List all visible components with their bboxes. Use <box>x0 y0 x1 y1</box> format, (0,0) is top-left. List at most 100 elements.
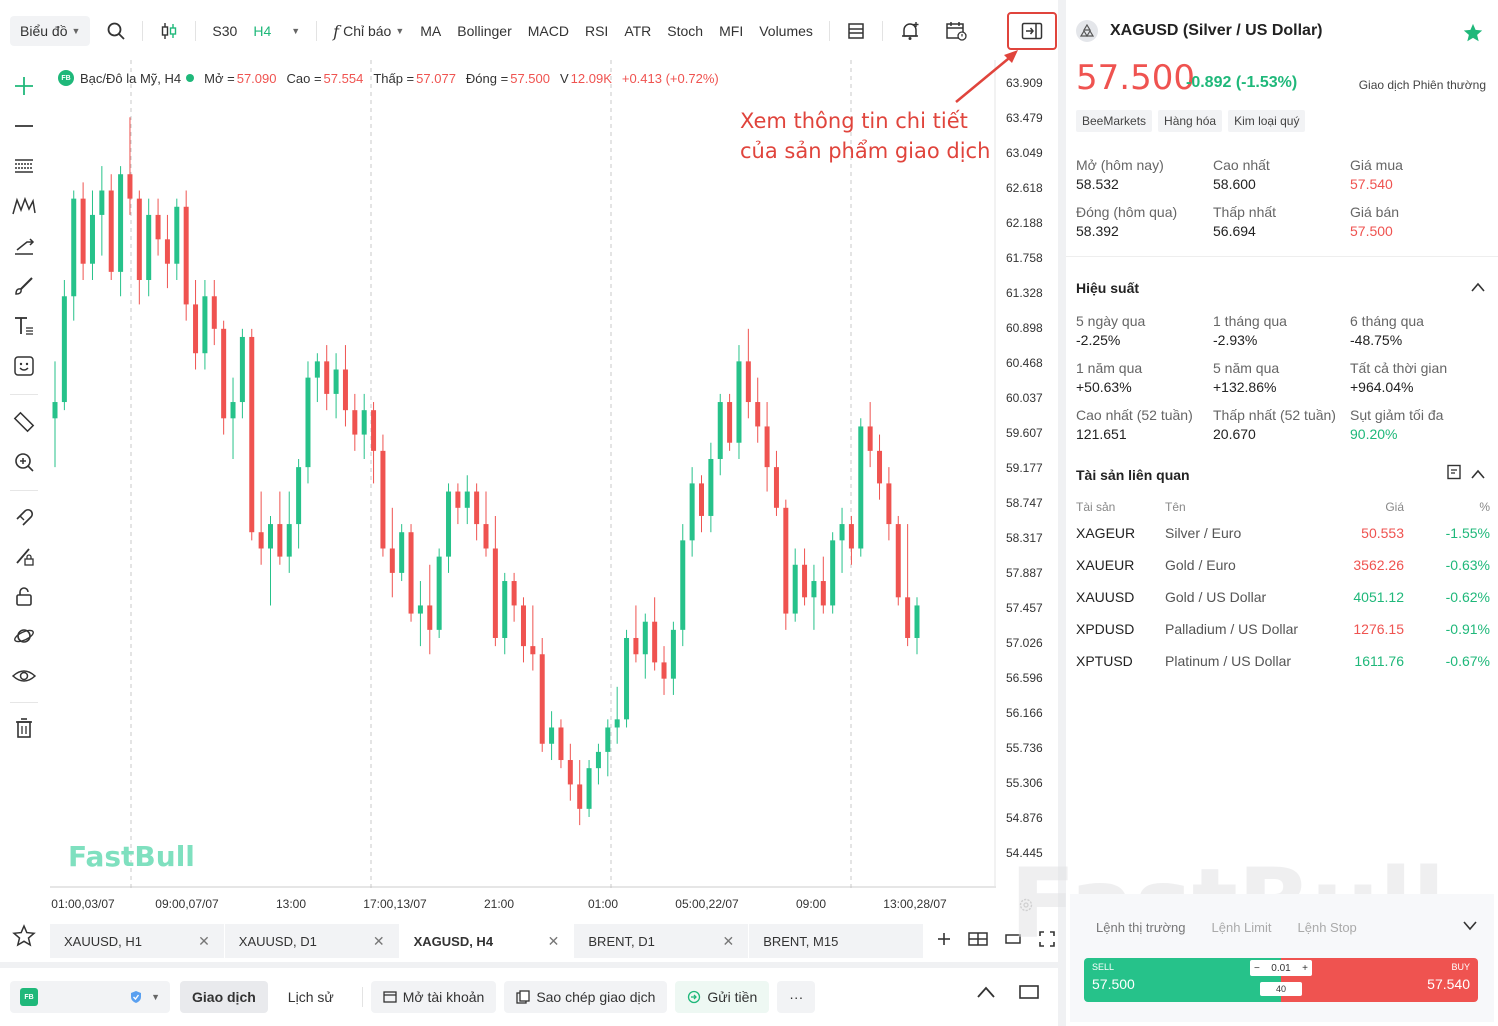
show-symbol-info-button[interactable] <box>1007 12 1057 50</box>
price-axis[interactable]: 63.909 63.479 63.049 62.618 62.188 61.758 61.3… <box>1000 60 1058 890</box>
related-name: Silver / Euro <box>1165 525 1242 541</box>
fullscreen-button[interactable] <box>1038 930 1056 953</box>
history-tab[interactable]: Lịch sử <box>287 989 334 1005</box>
chart-menu-button[interactable]: Biểu đồ ▼ <box>10 16 91 46</box>
candle <box>558 719 564 769</box>
price-tick-label: 58.747 <box>1006 496 1043 510</box>
favorites-button[interactable] <box>12 924 36 953</box>
single-layout-button[interactable] <box>1004 931 1022 952</box>
indicators-button[interactable]: f Chỉ báo ▼ <box>325 16 412 46</box>
open-account-button[interactable]: Mở tài khoản <box>370 981 497 1013</box>
indicator-ma-button[interactable]: MA <box>420 23 442 39</box>
indicator-atr-button[interactable]: ATR <box>624 23 652 39</box>
search-button[interactable] <box>98 16 134 46</box>
tag-category[interactable]: Hàng hóa <box>1158 110 1223 132</box>
alert-button[interactable] <box>891 16 929 46</box>
indicator-stoch-button[interactable]: Stoch <box>667 23 704 39</box>
collapse-button[interactable] <box>976 985 996 1002</box>
zoom-tool[interactable] <box>10 448 38 476</box>
indicator-bollinger-button[interactable]: Bollinger <box>457 23 512 39</box>
delete-tool[interactable] <box>10 714 38 742</box>
magnet-tool[interactable] <box>10 502 38 530</box>
related-asset-row[interactable]: XPDUSD Palladium / US Dollar 1276.15 -0.91% <box>1076 621 1490 653</box>
legend-open-label: Mở = <box>204 70 235 86</box>
related-asset-row[interactable]: XAUEUR Gold / Euro 3562.26 -0.63% <box>1076 557 1490 589</box>
calendar-button[interactable] <box>937 16 975 46</box>
indicator-mfi-button[interactable]: MFI <box>719 23 744 39</box>
order-tab-limit[interactable]: Lệnh Limit <box>1211 920 1272 935</box>
indicator-macd-button[interactable]: MACD <box>527 23 569 39</box>
account-selector[interactable]: FB ▼ <box>10 981 170 1013</box>
chart-tab[interactable]: BRENT, D1 ✕ <box>574 924 750 958</box>
related-detail-button[interactable] <box>1446 464 1462 485</box>
interval-s30-button[interactable]: S30 <box>212 23 238 39</box>
panel-toggle-button[interactable] <box>1018 984 1040 1003</box>
collapse-related-button[interactable] <box>1470 467 1486 485</box>
more-button[interactable]: ··· <box>777 981 816 1013</box>
related-assets-title: Tài sản liên quan <box>1076 467 1190 483</box>
interval-dropdown-button[interactable]: ▼ <box>279 16 308 46</box>
drawing-toolbar <box>0 66 48 766</box>
visibility-tool[interactable] <box>10 662 38 690</box>
sell-button[interactable]: SELL 57.500 <box>1084 958 1281 1002</box>
add-tab-button[interactable] <box>936 931 952 952</box>
close-icon[interactable]: ✕ <box>722 932 735 949</box>
candle <box>446 483 452 573</box>
candle <box>221 320 227 435</box>
favorite-button[interactable] <box>1462 22 1484 49</box>
deposit-button[interactable]: Gửi tiền <box>675 981 770 1013</box>
trade-tab[interactable]: Giao dịch <box>180 981 268 1013</box>
close-icon[interactable]: ✕ <box>198 932 210 949</box>
candle-body <box>877 450 883 484</box>
related-asset-row[interactable]: XPTUSD Platinum / US Dollar 1611.76 -0.67% <box>1076 653 1490 685</box>
order-panel-toggle[interactable] <box>1462 918 1478 936</box>
projection-tool[interactable] <box>10 232 38 260</box>
close-icon[interactable]: ✕ <box>372 932 385 949</box>
candle <box>642 613 648 679</box>
layout-button[interactable] <box>838 16 874 46</box>
buy-button[interactable]: BUY 57.540 <box>1281 958 1478 1002</box>
chart-type-button[interactable] <box>151 16 187 46</box>
text-tool[interactable] <box>10 312 38 340</box>
line-tool[interactable] <box>10 112 38 140</box>
candle <box>539 637 545 752</box>
fib-tool[interactable] <box>10 152 38 180</box>
legend-high-label: Cao = <box>286 70 322 86</box>
collapse-performance-button[interactable] <box>1470 280 1486 298</box>
emoji-tool[interactable] <box>10 352 38 380</box>
drawing-lock-tool[interactable] <box>10 542 38 570</box>
copy-trade-button[interactable]: Sao chép giao dịch <box>504 981 668 1013</box>
related-asset-row[interactable]: XAUUSD Gold / US Dollar 4051.12 -0.62% <box>1076 589 1490 621</box>
candlestick-chart[interactable] <box>50 60 996 888</box>
chart-settings-button[interactable] <box>1018 897 1034 918</box>
interval-h4-button[interactable]: H4 <box>253 23 272 39</box>
quantity-stepper[interactable]: − 0.01 + <box>1250 960 1312 976</box>
price-tick-label: 54.876 <box>1006 811 1043 825</box>
chart-tab-active[interactable]: XAGUSD, H4 ✕ <box>399 924 575 958</box>
lock-tool[interactable] <box>10 582 38 610</box>
indicator-volumes-button[interactable]: Volumes <box>759 23 813 39</box>
pattern-tool[interactable] <box>10 192 38 220</box>
close-icon[interactable]: ✕ <box>547 932 560 949</box>
chart-tab[interactable]: BRENT, M15 <box>749 924 924 958</box>
plus-icon[interactable]: + <box>1302 962 1308 974</box>
hide-drawings-tool[interactable] <box>10 622 38 650</box>
related-asset-row[interactable]: XAGEUR Silver / Euro 50.553 -1.55% <box>1076 525 1490 557</box>
minus-icon[interactable]: − <box>1254 962 1260 974</box>
tag-subcategory[interactable]: Kim loại quý <box>1228 110 1306 132</box>
chart-tab[interactable]: XAUUSD, D1 ✕ <box>224 924 400 958</box>
candle <box>399 524 405 582</box>
candle-body <box>820 581 826 606</box>
crosshair-tool[interactable] <box>10 72 38 100</box>
chart-tab[interactable]: XAUUSD, H1 ✕ <box>50 924 225 958</box>
time-axis[interactable]: 01:00,03/07 09:00,07/07 13:00 17:00,13/07 21… <box>50 888 1000 918</box>
order-tab-stop[interactable]: Lệnh Stop <box>1297 920 1357 935</box>
candle <box>520 597 526 663</box>
indicator-rsi-button[interactable]: RSI <box>584 23 609 39</box>
order-tab-market[interactable]: Lệnh thị trường <box>1096 920 1186 935</box>
tag-broker[interactable]: BeeMarkets <box>1076 110 1153 132</box>
split-layout-button[interactable] <box>968 931 988 952</box>
candlestick-icon <box>162 23 177 39</box>
brush-tool[interactable] <box>10 272 38 300</box>
ruler-tool[interactable] <box>10 408 38 436</box>
